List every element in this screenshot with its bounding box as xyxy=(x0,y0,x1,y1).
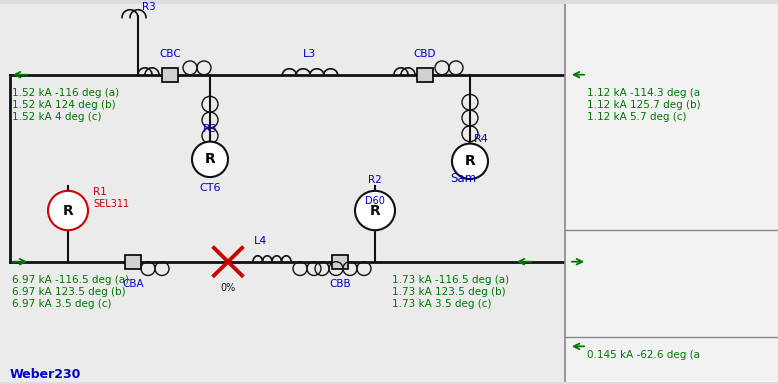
Text: CBA: CBA xyxy=(122,280,144,290)
Text: 1.52 kA 4 deg (c): 1.52 kA 4 deg (c) xyxy=(12,112,101,122)
Text: R: R xyxy=(464,154,475,168)
Text: 0%: 0% xyxy=(220,283,236,293)
Bar xyxy=(417,68,433,81)
Text: R1: R1 xyxy=(93,187,107,197)
Text: R: R xyxy=(370,204,380,217)
Text: 6.97 kA 3.5 deg (c): 6.97 kA 3.5 deg (c) xyxy=(12,299,111,309)
Text: CT6: CT6 xyxy=(199,183,221,193)
Text: 1.73 kA 123.5 deg (b): 1.73 kA 123.5 deg (b) xyxy=(392,287,506,297)
Text: 6.97 kA -116.5 deg (a): 6.97 kA -116.5 deg (a) xyxy=(12,275,129,285)
Text: CBD: CBD xyxy=(414,49,436,59)
Text: L3: L3 xyxy=(303,49,317,59)
Text: R4: R4 xyxy=(474,134,489,144)
Text: 6.97 kA 123.5 deg (b): 6.97 kA 123.5 deg (b) xyxy=(12,287,125,297)
Text: CBC: CBC xyxy=(159,49,180,59)
Text: SEL311: SEL311 xyxy=(93,199,129,209)
Bar xyxy=(565,4,778,382)
Bar xyxy=(162,68,178,81)
Circle shape xyxy=(355,191,395,230)
Text: 1.73 kA -116.5 deg (a): 1.73 kA -116.5 deg (a) xyxy=(392,275,509,285)
Text: R: R xyxy=(62,204,73,217)
Text: 1.12 kA -114.3 deg (a: 1.12 kA -114.3 deg (a xyxy=(587,88,700,98)
Text: L4: L4 xyxy=(254,236,268,246)
Text: Weber230: Weber230 xyxy=(10,368,82,381)
Text: R3: R3 xyxy=(202,124,217,134)
Text: Sam: Sam xyxy=(450,172,476,185)
Text: CBB: CBB xyxy=(329,280,351,290)
Text: 1.52 kA -116 deg (a): 1.52 kA -116 deg (a) xyxy=(12,88,119,98)
Text: 1.73 kA 3.5 deg (c): 1.73 kA 3.5 deg (c) xyxy=(392,299,492,309)
Bar xyxy=(332,255,348,268)
Text: 1.12 kA 125.7 deg (b): 1.12 kA 125.7 deg (b) xyxy=(587,100,701,110)
Text: D60: D60 xyxy=(365,196,385,206)
Text: 1.12 kA 5.7 deg (c): 1.12 kA 5.7 deg (c) xyxy=(587,112,686,122)
Text: R2: R2 xyxy=(368,175,382,185)
Text: R3: R3 xyxy=(142,2,156,12)
Circle shape xyxy=(48,191,88,230)
Bar xyxy=(0,4,565,382)
Circle shape xyxy=(452,144,488,179)
Bar xyxy=(125,255,141,268)
Circle shape xyxy=(192,142,228,177)
Text: 0.145 kA -62.6 deg (a: 0.145 kA -62.6 deg (a xyxy=(587,350,700,360)
Text: 1.52 kA 124 deg (b): 1.52 kA 124 deg (b) xyxy=(12,100,116,110)
Text: R: R xyxy=(205,152,216,166)
